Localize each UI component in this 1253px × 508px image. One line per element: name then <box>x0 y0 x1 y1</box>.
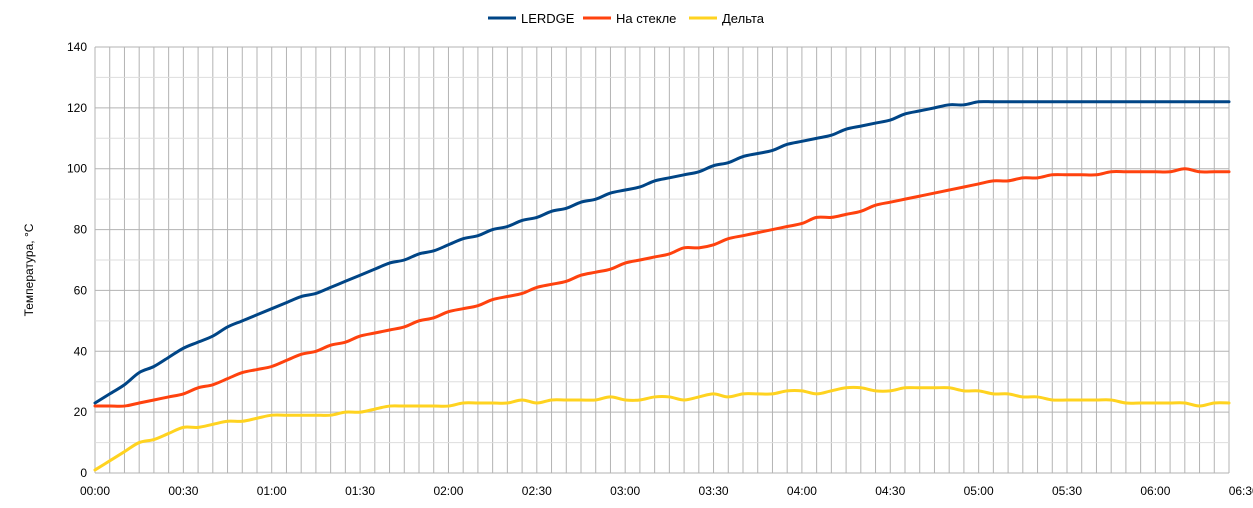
x-tick-label: 05:00 <box>964 484 994 498</box>
x-tick-label: 04:30 <box>875 484 905 498</box>
x-tick-label: 01:00 <box>257 484 287 498</box>
y-tick-label: 140 <box>67 40 87 54</box>
y-axis-ticks: 0 20 40 60 80 100 120 140 <box>67 40 87 480</box>
series-line-1 <box>93 100 1231 405</box>
legend-label: На стекле <box>616 11 676 26</box>
x-tick-label: 06:00 <box>1140 484 1170 498</box>
x-tick-label: 03:30 <box>699 484 729 498</box>
x-tick-label: 00:00 <box>80 484 110 498</box>
y-tick-label: 120 <box>67 101 87 115</box>
y-tick-label: 20 <box>74 405 88 419</box>
x-tick-label: 01:30 <box>345 484 375 498</box>
x-tick-label: 05:30 <box>1052 484 1082 498</box>
y-tick-label: 60 <box>74 283 88 297</box>
series-line-3 <box>93 385 1231 472</box>
x-axis-ticks: 00:00 00:30 01:00 01:30 02:00 02:30 03:00 03:30… <box>80 484 1253 498</box>
grid <box>94 46 1230 474</box>
y-tick-label: 40 <box>74 344 88 358</box>
y-tick-label: 100 <box>67 162 87 176</box>
x-tick-label: 06:30 <box>1229 484 1253 498</box>
x-tick-label: 03:00 <box>610 484 640 498</box>
x-tick-label: 02:30 <box>522 484 552 498</box>
series-lines <box>93 100 1231 472</box>
legend-label: Дельта <box>722 11 765 26</box>
x-tick-label: 02:00 <box>433 484 463 498</box>
series-line-2 <box>93 167 1231 408</box>
x-tick-label: 00:30 <box>168 484 198 498</box>
y-tick-label: 80 <box>74 223 88 237</box>
x-tick-label: 04:00 <box>787 484 817 498</box>
y-tick-label: 0 <box>80 466 87 480</box>
legend-label: LERDGE <box>521 11 575 26</box>
y-axis-title: Температура, °C <box>22 223 36 316</box>
legend: LERDGE На стекле Дельта <box>488 11 765 26</box>
